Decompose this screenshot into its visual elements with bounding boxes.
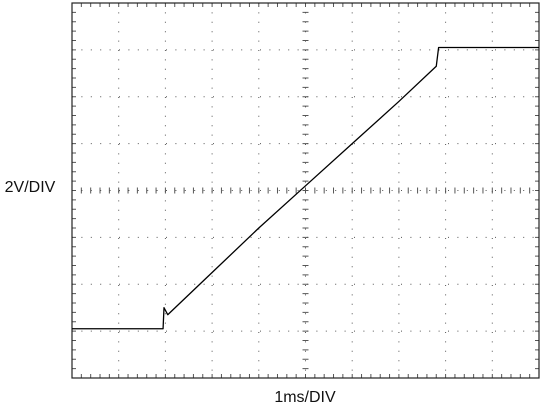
trace <box>72 46 539 330</box>
y-axis-label: 2V/DIV <box>5 179 56 196</box>
x-axis-label: 1ms/DIV <box>274 389 336 406</box>
plot-border <box>71 2 540 379</box>
